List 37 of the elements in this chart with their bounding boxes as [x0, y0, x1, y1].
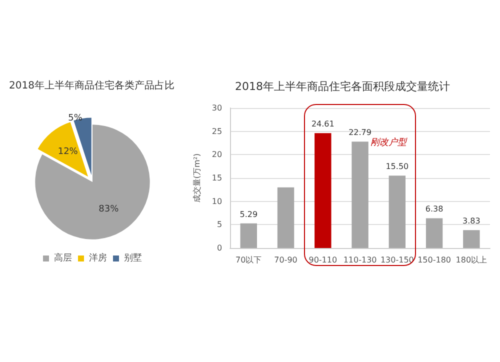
bar	[277, 187, 294, 248]
y-axis-title: 成交量(万m²)	[192, 153, 202, 203]
bar	[426, 218, 443, 248]
x-tick-label: 150-180	[418, 256, 452, 264]
data-label: 6.38	[425, 204, 444, 214]
x-tick-label: 110-130	[343, 256, 377, 264]
x-tick-label: 70-90	[274, 256, 298, 264]
y-tick-label: 0	[216, 244, 222, 252]
bar	[388, 176, 406, 248]
data-label: 5.29	[240, 210, 258, 219]
data-label: 3.83	[462, 216, 480, 226]
data-label: 24.61	[311, 120, 334, 129]
y-tick-label: 30	[212, 104, 222, 112]
legend-label: 洋房	[89, 252, 107, 264]
data-label: 15.50	[386, 162, 409, 172]
legend-label: 高层	[54, 252, 72, 264]
bar	[352, 142, 368, 248]
data-label: 83%	[98, 204, 120, 214]
bar	[314, 133, 332, 248]
x-tick-label: 180以上	[456, 256, 488, 264]
data-label: 5%	[68, 113, 83, 124]
data-label: 12%	[58, 147, 78, 158]
x-tick-label: 90-110	[308, 256, 338, 264]
y-tick-label: 15	[212, 174, 222, 182]
chart-title: 2018年上半年商品住宅各类产品占比	[9, 80, 174, 92]
x-tick-label: 70以下	[236, 256, 262, 264]
y-tick-label: 20	[212, 150, 222, 160]
data-label: 22.79	[348, 128, 372, 138]
chart-title: 2018年上半年商品住宅各面积段成交量统计	[235, 80, 450, 93]
legend-label: 别墅	[124, 252, 142, 264]
annotation: 刚改户型	[370, 136, 408, 148]
bar	[463, 230, 480, 248]
bar	[240, 223, 257, 248]
y-tick-label: 5	[216, 220, 222, 230]
x-tick-label: 130-150	[380, 256, 414, 264]
y-tick-label: 25	[212, 126, 222, 136]
y-tick-label: 10	[212, 196, 222, 206]
